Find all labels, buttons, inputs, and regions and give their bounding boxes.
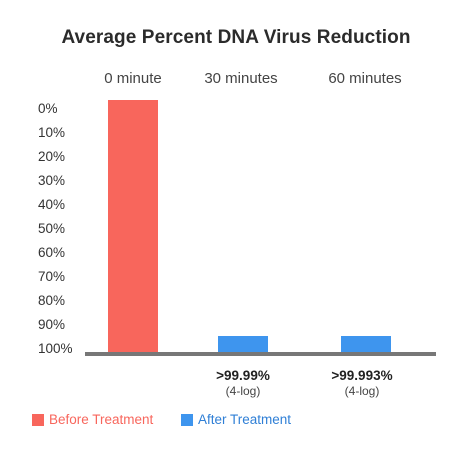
legend-swatch-before xyxy=(32,413,44,426)
legend-swatch-after xyxy=(181,413,193,426)
category-label-30-minutes: 30 minutes xyxy=(204,70,278,87)
bar-60-minutes xyxy=(341,336,391,352)
x-axis-baseline xyxy=(85,352,436,356)
y-tick-label: 100% xyxy=(38,341,73,356)
bar-label-60-log: (4-log) xyxy=(344,384,380,398)
y-tick-label: 80% xyxy=(38,293,66,308)
y-tick-label: 10% xyxy=(38,125,66,140)
legend-item-before-treatment: Before Treatment xyxy=(32,412,153,427)
bar-30-minutes xyxy=(218,336,268,352)
category-label-0-minute: 0 minute xyxy=(104,70,162,87)
y-tick-label: 30% xyxy=(38,173,66,188)
y-tick-label: 40% xyxy=(38,197,66,212)
chart-title: Average Percent DNA Virus Reduction xyxy=(61,27,411,48)
legend-label-before: Before Treatment xyxy=(49,412,154,427)
legend-label-after: After Treatment xyxy=(198,412,292,427)
bar-label-30-log: (4-log) xyxy=(225,384,261,398)
bar-label-30-value: >99.99% xyxy=(216,368,270,383)
y-tick-label: 50% xyxy=(38,221,66,236)
bar-label-60-minutes: >99.993% (4-log) xyxy=(302,368,422,398)
y-tick-label: 90% xyxy=(38,317,66,332)
category-label-60-minutes: 60 minutes xyxy=(328,70,402,87)
y-tick-label: 60% xyxy=(38,245,66,260)
y-tick-label: 70% xyxy=(38,269,66,284)
bar-label-30-minutes: >99.99% (4-log) xyxy=(183,368,303,398)
y-tick-label: 20% xyxy=(38,149,66,164)
legend-item-after-treatment: After Treatment xyxy=(181,412,291,427)
y-tick-label: 0% xyxy=(38,101,58,116)
bar-0-minute xyxy=(108,100,158,352)
bar-label-60-value: >99.993% xyxy=(331,368,393,383)
